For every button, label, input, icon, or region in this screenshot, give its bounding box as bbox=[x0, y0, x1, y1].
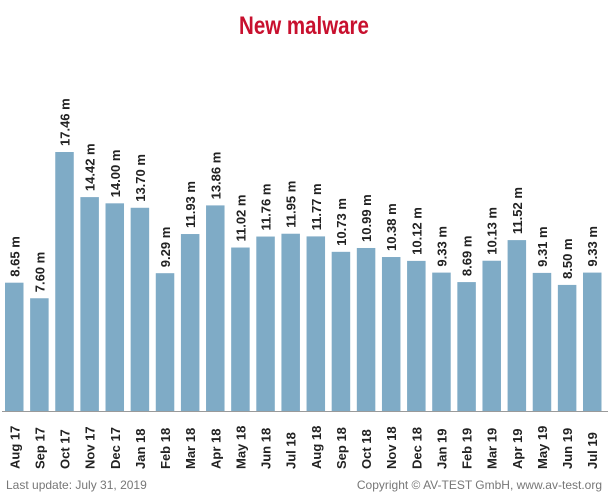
bar-aug-17 bbox=[5, 282, 24, 411]
value-label: 10.99 m bbox=[359, 194, 374, 242]
value-label: 8.69 m bbox=[460, 236, 475, 276]
x-tick-label: Sep 17 bbox=[32, 427, 47, 469]
x-tick-label: Aug 17 bbox=[7, 426, 22, 469]
x-tick-label: Aug 18 bbox=[309, 426, 324, 469]
bar-jul-18 bbox=[281, 233, 300, 411]
bar-feb-19 bbox=[457, 282, 476, 411]
x-tick-label: Apr 18 bbox=[208, 429, 223, 469]
x-tick-label: Oct 18 bbox=[359, 429, 374, 469]
x-tick-label: Nov 17 bbox=[83, 426, 98, 469]
value-label: 13.70 m bbox=[133, 154, 148, 202]
bar-may-18 bbox=[231, 247, 250, 411]
value-label: 9.31 m bbox=[535, 226, 550, 266]
value-label: 13.86 m bbox=[208, 152, 223, 200]
copyright-text: Copyright © AV-TEST GmbH, www.av-test.or… bbox=[356, 478, 602, 492]
value-label: 11.02 m bbox=[233, 195, 248, 242]
x-tick-label: Jul 18 bbox=[284, 432, 299, 469]
bar-aug-18 bbox=[306, 236, 326, 411]
value-label: 11.76 m bbox=[259, 184, 274, 231]
last-update-text: Last update: July 31, 2019 bbox=[6, 478, 147, 492]
bar-jun-18 bbox=[256, 236, 275, 411]
value-labels-group: 8.65 m 7.60 m 17.46 m 14.42 m 14.00 m 13.70 m… bbox=[7, 98, 600, 292]
x-tick-label: Feb 18 bbox=[158, 428, 173, 469]
value-label: 8.65 m bbox=[7, 236, 22, 276]
bar-sep-17 bbox=[30, 298, 49, 411]
bar-oct-17 bbox=[55, 152, 74, 411]
value-label: 7.60 m bbox=[32, 252, 47, 292]
x-tick-label: May 19 bbox=[535, 426, 550, 469]
value-label: 10.12 m bbox=[409, 207, 424, 255]
bar-dec-18 bbox=[407, 260, 426, 411]
bar-nov-17 bbox=[80, 197, 99, 411]
bar-apr-18 bbox=[206, 205, 225, 411]
value-label: 9.33 m bbox=[585, 226, 600, 266]
bar-feb-18 bbox=[155, 273, 175, 411]
bar-jan-19 bbox=[432, 272, 451, 411]
x-tick-label: Jun 18 bbox=[259, 428, 274, 469]
value-label: 9.29 m bbox=[158, 227, 173, 267]
x-tick-label: Feb 19 bbox=[460, 428, 475, 469]
value-label: 10.73 m bbox=[334, 198, 349, 246]
x-axis: Aug 17 Sep 17 Oct 17 Nov 17 Dec 17 Jan 18 Feb … bbox=[2, 411, 608, 469]
value-label: 17.46 m bbox=[58, 98, 73, 146]
x-tick-label: Mar 18 bbox=[183, 428, 198, 469]
bar-nov-18 bbox=[381, 257, 401, 411]
bar-jan-18 bbox=[130, 207, 150, 411]
x-tick-label: Jan 19 bbox=[434, 429, 449, 469]
x-tick-label: Jul 19 bbox=[585, 432, 600, 469]
bar-jun-19 bbox=[557, 284, 577, 411]
bar-mar-19 bbox=[482, 260, 501, 411]
x-tick-label: Jun 19 bbox=[560, 428, 575, 469]
bar-oct-18 bbox=[356, 247, 376, 411]
value-label: 8.50 m bbox=[560, 238, 575, 278]
x-tick-label: Mar 19 bbox=[485, 428, 500, 469]
value-label: 14.00 m bbox=[108, 150, 123, 198]
x-tick-label: Dec 17 bbox=[108, 427, 123, 469]
bar-jul-19 bbox=[582, 272, 602, 411]
value-label: 11.95 m bbox=[284, 181, 299, 228]
x-tick-label: Sep 18 bbox=[334, 427, 349, 469]
bars-group bbox=[5, 152, 602, 411]
bar-dec-17 bbox=[105, 203, 125, 411]
bar-apr-19 bbox=[507, 240, 527, 411]
chart-title: New malware bbox=[239, 12, 369, 40]
bar-mar-18 bbox=[180, 234, 200, 411]
value-label: 11.52 m bbox=[510, 187, 525, 234]
bar-sep-18 bbox=[331, 251, 351, 411]
value-label: 10.13 m bbox=[485, 207, 500, 255]
value-label: 11.77 m bbox=[309, 183, 324, 230]
x-tick-label: Dec 18 bbox=[409, 427, 424, 469]
bar-may-19 bbox=[532, 272, 552, 411]
x-tick-label: Oct 17 bbox=[58, 429, 73, 469]
x-tick-label: Apr 19 bbox=[510, 429, 525, 469]
x-tick-label: Jan 18 bbox=[133, 429, 148, 469]
value-label: 10.38 m bbox=[384, 203, 399, 251]
value-label: 9.33 m bbox=[434, 226, 449, 266]
value-label: 11.93 m bbox=[183, 181, 198, 228]
x-tick-label: Nov 18 bbox=[384, 426, 399, 469]
value-label: 14.42 m bbox=[83, 143, 98, 191]
x-tick-label: May 18 bbox=[233, 426, 248, 469]
